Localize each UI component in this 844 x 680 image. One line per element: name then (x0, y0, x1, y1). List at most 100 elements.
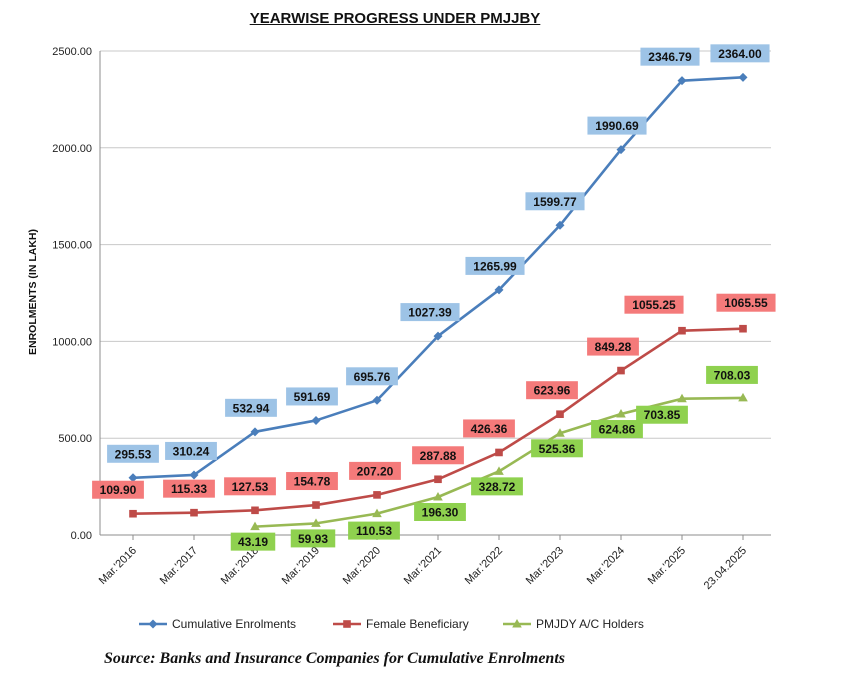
data-point (739, 324, 747, 333)
data-label-bg (710, 44, 770, 63)
data-label: 1599.77 (533, 195, 577, 209)
data-point (738, 392, 748, 402)
data-label: 109.90 (100, 483, 137, 497)
data-label: 1065.55 (724, 296, 768, 310)
data-label: 43.19 (238, 535, 268, 549)
data-point (677, 76, 687, 86)
data-point (373, 491, 381, 499)
data-label-bg (400, 303, 460, 322)
x-tick-label: Mar.'2020 (341, 545, 383, 587)
data-label: 708.03 (714, 368, 751, 382)
data-point (433, 491, 443, 501)
data-label: 2346.79 (648, 50, 692, 64)
data-label-bg (531, 439, 583, 458)
data-label-bg (286, 472, 338, 491)
x-tick-label: Mar.'2019 (280, 545, 322, 587)
data-point (189, 470, 199, 480)
data-label-bg (348, 521, 400, 540)
y-axis-title: ENROLMENTS (IN LAKH) (27, 229, 39, 355)
data-label: 624.86 (599, 423, 636, 437)
data-point (311, 518, 321, 527)
data-point (372, 508, 382, 518)
x-tick-label: 23.04.2025 (702, 545, 749, 592)
data-label: 695.76 (354, 370, 391, 384)
data-label: 532.94 (233, 401, 270, 415)
data-point (372, 395, 382, 405)
data-label-bg (346, 367, 398, 386)
data-labels: 295.53 310.24 532.94 591.69 695.76 1027.39 126… (92, 44, 776, 551)
data-label: 525.36 (539, 442, 576, 456)
data-point (250, 521, 260, 531)
source-note: Source: Banks and Insurance Companies fo… (104, 650, 565, 667)
x-tick-label: Mar.'2016 (97, 545, 139, 587)
data-label: 196.30 (422, 505, 459, 519)
data-label: 154.78 (294, 475, 331, 489)
data-label-bg (349, 461, 401, 480)
data-label: 1990.69 (595, 119, 639, 133)
data-label-bg (92, 480, 144, 499)
data-label-bg (526, 381, 578, 400)
data-label: 1027.39 (408, 306, 452, 320)
data-label: 207.20 (357, 464, 394, 478)
y-tick-label: 2000.00 (52, 143, 92, 155)
y-tick-label: 500.00 (58, 433, 92, 445)
grid (100, 50, 771, 536)
data-label: 295.53 (115, 447, 152, 461)
y-tick-label: 0.00 (71, 530, 92, 542)
data-label: 591.69 (294, 390, 331, 404)
data-label: 59.93 (298, 532, 328, 546)
data-label-bg (165, 441, 217, 460)
data-label-bg (525, 192, 585, 211)
legend-entry: Female Beneficiary (366, 617, 469, 631)
legend-marker (343, 620, 351, 628)
data-label-bg (290, 529, 336, 548)
data-label-bg (230, 532, 276, 551)
data-point (494, 285, 504, 295)
data-label-bg (636, 405, 688, 424)
data-label-bg (706, 365, 758, 384)
data-point (190, 508, 198, 517)
data-label: 849.28 (595, 340, 632, 354)
data-label-bg (587, 116, 647, 135)
y-tick-label: 2500.00 (52, 46, 92, 58)
data-point (677, 393, 687, 403)
data-label-bg (163, 479, 215, 498)
data-label: 1055.25 (632, 298, 676, 312)
data-point (250, 427, 260, 437)
data-point (312, 501, 320, 509)
data-point (678, 326, 686, 335)
data-label-bg (640, 47, 700, 66)
x-tick-label: Mar.'2022 (463, 545, 505, 587)
x-tick-label: Mar.'2024 (585, 545, 627, 587)
data-point (555, 428, 565, 437)
data-label: 328.72 (479, 480, 516, 494)
data-point (555, 220, 565, 230)
data-label: 2364.00 (718, 47, 762, 61)
data-label-bg (587, 337, 639, 356)
data-point (617, 366, 625, 375)
legend-marker (512, 619, 522, 628)
data-label: 310.24 (173, 444, 210, 458)
data-label: 426.36 (471, 422, 508, 436)
data-label: 703.85 (644, 408, 681, 422)
data-label-bg (716, 293, 776, 312)
y-tick-label: 1500.00 (52, 240, 92, 252)
x-tick-label: Mar.'2023 (524, 545, 566, 587)
data-label-bg (286, 387, 338, 406)
data-label-bg (225, 398, 277, 417)
data-label: 623.96 (534, 384, 571, 398)
x-tick-label: Mar.'2021 (402, 545, 444, 587)
x-tick-label: Mar.'2018 (219, 545, 261, 587)
y-tick-label: 1000.00 (52, 336, 92, 348)
data-label-bg (107, 444, 159, 463)
data-point (433, 331, 443, 341)
data-point (495, 448, 503, 457)
data-point (434, 475, 442, 484)
data-point (616, 409, 626, 418)
data-label-bg (471, 477, 523, 496)
data-label-bg (591, 420, 643, 439)
data-point (129, 509, 137, 518)
data-label: 110.53 (356, 524, 392, 538)
data-label-bg (463, 419, 515, 438)
